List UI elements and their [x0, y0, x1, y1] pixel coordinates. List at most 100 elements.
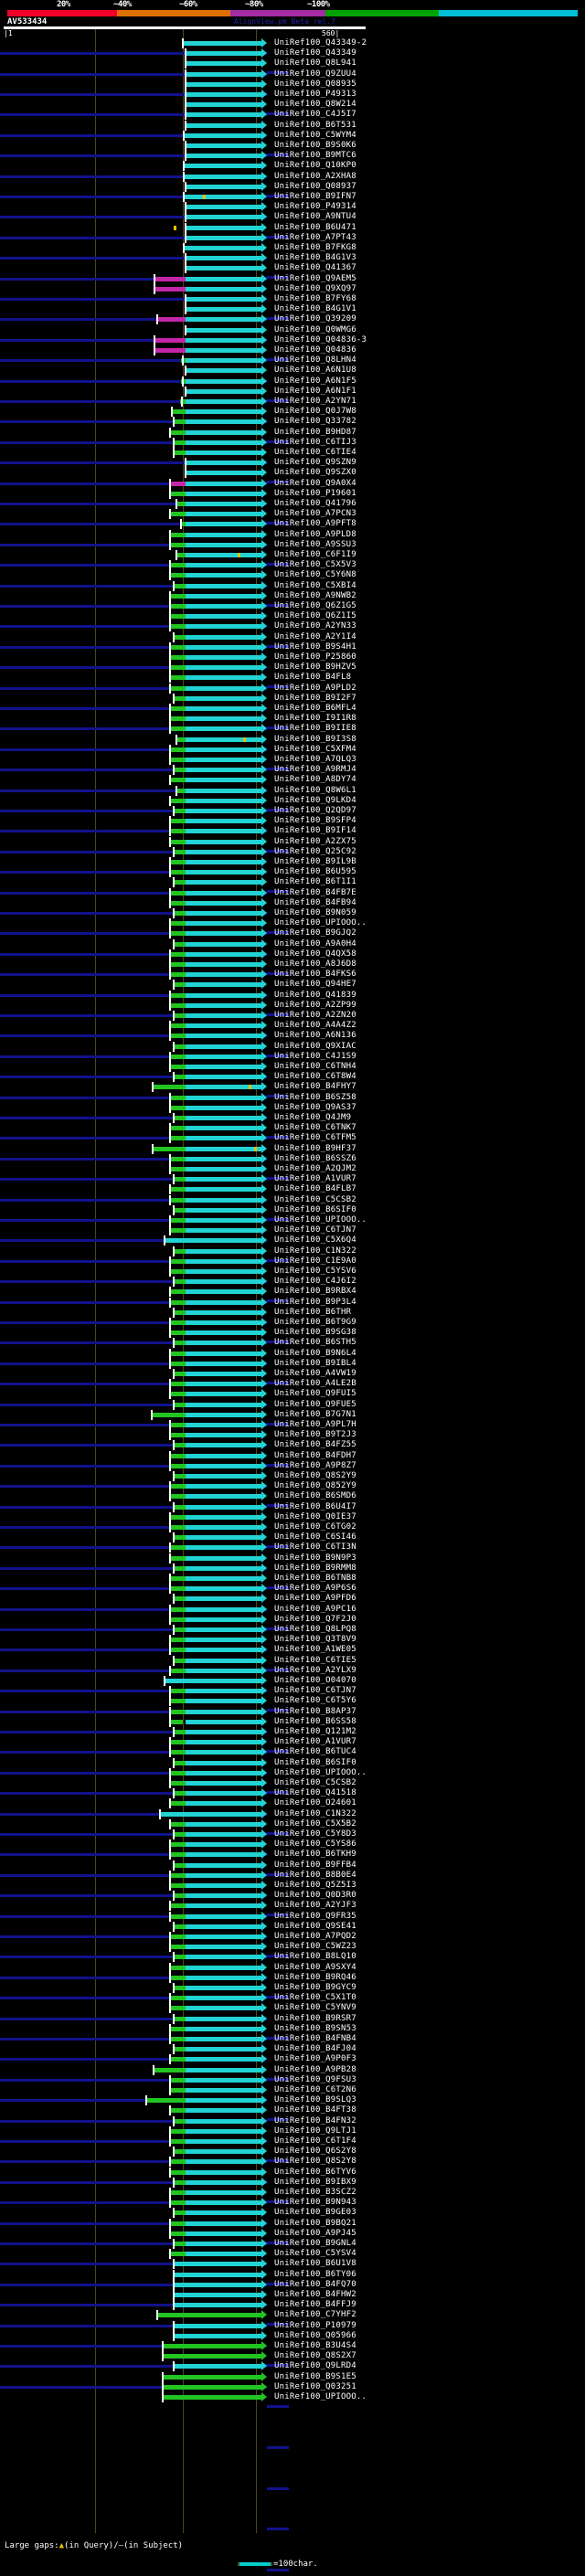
alignment-row[interactable]: UniRef100_Q0D3R0: [0, 1891, 585, 1902]
hsp-bar-green[interactable]: [174, 1207, 186, 1213]
alignment-row[interactable]: UniRef100_B9HD87: [0, 427, 585, 438]
hit-accession-label[interactable]: UniRef100_A9P0F3: [274, 2054, 356, 2064]
hit-accession-label[interactable]: UniRef100_Q10KP0: [274, 161, 356, 171]
hsp-bar-cyan[interactable]: [186, 1760, 261, 1765]
hsp-bar-cyan[interactable]: [186, 1197, 261, 1203]
hit-accession-label[interactable]: UniRef100_A1VUR7: [274, 1737, 356, 1747]
hsp-bar-green[interactable]: [170, 1750, 186, 1755]
hsp-bar-cyan[interactable]: [184, 195, 261, 199]
alignment-row[interactable]: UniRef100_B4FZ55: [0, 1440, 585, 1451]
alignment-row[interactable]: UniRef100_B7G7N1: [0, 1409, 585, 1420]
hit-accession-label[interactable]: UniRef100_A9PB28: [274, 2064, 356, 2074]
hit-accession-label[interactable]: UniRef100_B9GYC9: [274, 1983, 356, 1992]
hit-accession-label[interactable]: UniRef100_A2ZP99: [274, 1000, 356, 1010]
hsp-bar-cyan[interactable]: [186, 1177, 261, 1182]
hsp-bar-green[interactable]: [170, 2077, 186, 2083]
hsp-bar-cyan[interactable]: [186, 1606, 261, 1612]
hit-accession-label[interactable]: UniRef100_Q0J7W8: [274, 407, 356, 417]
alignment-row[interactable]: UniRef100_B9GE03: [0, 2208, 585, 2219]
hsp-bar-green[interactable]: [170, 655, 186, 660]
alignment-row[interactable]: UniRef100_B4G1V3: [0, 253, 585, 484]
hsp-bar-green[interactable]: [170, 1935, 186, 1939]
hit-accession-label[interactable]: UniRef100_A2QJM2: [274, 1164, 356, 1173]
hsp-bar-cyan[interactable]: [186, 307, 261, 313]
hsp-bar-cyan[interactable]: [186, 1361, 261, 1366]
hit-accession-label[interactable]: UniRef100_B9GNL4: [274, 2239, 356, 2248]
hsp-bar-green[interactable]: [170, 1781, 186, 1786]
alignment-row[interactable]: UniRef100_Q8W214: [0, 100, 585, 111]
hsp-bar-cyan[interactable]: [186, 317, 261, 323]
hit-accession-label[interactable]: UniRef100_I9I1R8: [274, 714, 356, 724]
hsp-bar-green[interactable]: [174, 849, 186, 854]
hit-accession-label[interactable]: UniRef100_A7PQD2: [274, 1932, 356, 1941]
alignment-row[interactable]: UniRef100_B6SS58: [0, 1716, 585, 1727]
hsp-bar-green[interactable]: [170, 2190, 186, 2195]
hsp-bar-green[interactable]: [174, 1372, 186, 1376]
hit-accession-label[interactable]: UniRef100_Q852Y9: [274, 1481, 356, 1491]
hit-accession-label[interactable]: UniRef100_Q8S2Y8: [274, 2157, 356, 2167]
alignment-row[interactable]: UniRef100_Q03251: [0, 2381, 585, 2392]
hsp-bar-cyan[interactable]: [184, 164, 261, 169]
hsp-bar-green[interactable]: [170, 798, 186, 803]
alignment-row[interactable]: UniRef100_Q9FSU3: [0, 2074, 585, 2085]
alignment-row[interactable]: UniRef100_Q9ZUU4: [0, 69, 585, 116]
hit-accession-label[interactable]: UniRef100_A2YLX9: [274, 1665, 356, 1675]
alignment-row[interactable]: UniRef100_A2YLX9: [0, 1665, 585, 1676]
hsp-bar-green[interactable]: [170, 931, 186, 937]
hsp-bar-cyan[interactable]: [186, 870, 261, 875]
alignment-row[interactable]: UniRef100_B9MTC6: [0, 151, 585, 280]
hsp-bar-cyan[interactable]: [186, 1893, 261, 1899]
alignment-row[interactable]: UniRef100_P10979: [0, 2320, 585, 2331]
hsp-bar-cyan[interactable]: [186, 1126, 261, 1131]
hsp-bar-green[interactable]: [170, 1689, 186, 1694]
hsp-bar-cyan[interactable]: [186, 1382, 261, 1387]
hsp-bar-green[interactable]: [170, 2006, 186, 2011]
alignment-row[interactable]: UniRef100_B9P3L4: [0, 1297, 585, 2572]
hsp-bar-green[interactable]: [170, 1668, 186, 1673]
hit-accession-label[interactable]: UniRef100_A7PT43: [274, 232, 356, 242]
hit-accession-label[interactable]: UniRef100_B9SLQ3: [274, 2095, 356, 2105]
hsp-bar-cyan[interactable]: [186, 154, 261, 159]
hsp-bar-green[interactable]: [170, 2231, 186, 2236]
hsp-bar-green[interactable]: [174, 1474, 186, 1479]
alignment-row[interactable]: UniRef100_B9N943: [0, 2198, 585, 2209]
hsp-bar-green[interactable]: [176, 553, 186, 557]
hsp-bar-cyan[interactable]: [186, 512, 261, 517]
hsp-bar-cyan[interactable]: [186, 1453, 261, 1458]
hsp-bar-green[interactable]: [170, 532, 186, 537]
hsp-bar-green[interactable]: [170, 758, 186, 762]
hsp-bar-cyan[interactable]: [186, 297, 261, 302]
alignment-row[interactable]: UniRef100_Q8S2X7: [0, 2351, 585, 2362]
alignment-row[interactable]: UniRef100_Q8S2Y8: [0, 2157, 585, 2168]
alignment-row[interactable]: UniRef100_B9RQ46: [0, 1972, 585, 1983]
alignment-row[interactable]: UniRef100_Q9XIAC: [0, 1041, 585, 1052]
hsp-bar-cyan[interactable]: [186, 900, 261, 906]
hsp-bar-green[interactable]: [170, 1821, 186, 1827]
alignment-row[interactable]: UniRef100_B9N9P3: [0, 1553, 585, 1564]
hit-accession-label[interactable]: UniRef100_B4FN32: [274, 2115, 356, 2125]
hsp-bar-cyan[interactable]: [186, 266, 261, 271]
hsp-bar-green[interactable]: [170, 2037, 186, 2041]
hit-accession-label[interactable]: UniRef100_Q4QX58: [274, 949, 356, 959]
alignment-row[interactable]: UniRef100_Q9FUI5: [0, 1389, 585, 1400]
alignment-row[interactable]: UniRef100_C4J6I2: [0, 1277, 585, 2531]
hit-accession-label[interactable]: UniRef100_B9RBX4: [274, 1287, 356, 1297]
hsp-bar-cyan[interactable]: [186, 737, 261, 742]
alignment-row[interactable]: UniRef100_Q41518: [0, 1788, 585, 1799]
hit-accession-label[interactable]: UniRef100_Q9AEM5: [274, 273, 356, 283]
hit-accession-label[interactable]: UniRef100_B9T2J3: [274, 1430, 356, 1440]
alignment-row[interactable]: UniRef100_A9PB28: [0, 2064, 585, 2075]
alignment-row[interactable]: UniRef100_C4J5I7: [0, 110, 585, 197]
hit-accession-label[interactable]: UniRef100_Q9FSU3: [274, 2074, 356, 2084]
hit-accession-label[interactable]: UniRef100_Q41796: [274, 499, 356, 508]
alignment-row[interactable]: UniRef100_B9IBL4: [0, 1358, 585, 1369]
hsp-bar-cyan[interactable]: [186, 81, 261, 87]
hsp-bar-cyan[interactable]: [186, 1638, 261, 1643]
hsp-bar-cyan[interactable]: [186, 451, 261, 455]
hit-accession-label[interactable]: UniRef100_UPIOOO..: [274, 918, 367, 928]
hsp-bar-cyan[interactable]: [186, 1187, 261, 1193]
hsp-bar-green[interactable]: [170, 604, 186, 609]
hit-accession-label[interactable]: UniRef100_C5YNV9: [274, 2003, 356, 2013]
alignment-row[interactable]: UniRef100_C6TNH4: [0, 1062, 585, 1072]
hsp-bar-cyan[interactable]: [186, 1791, 261, 1797]
